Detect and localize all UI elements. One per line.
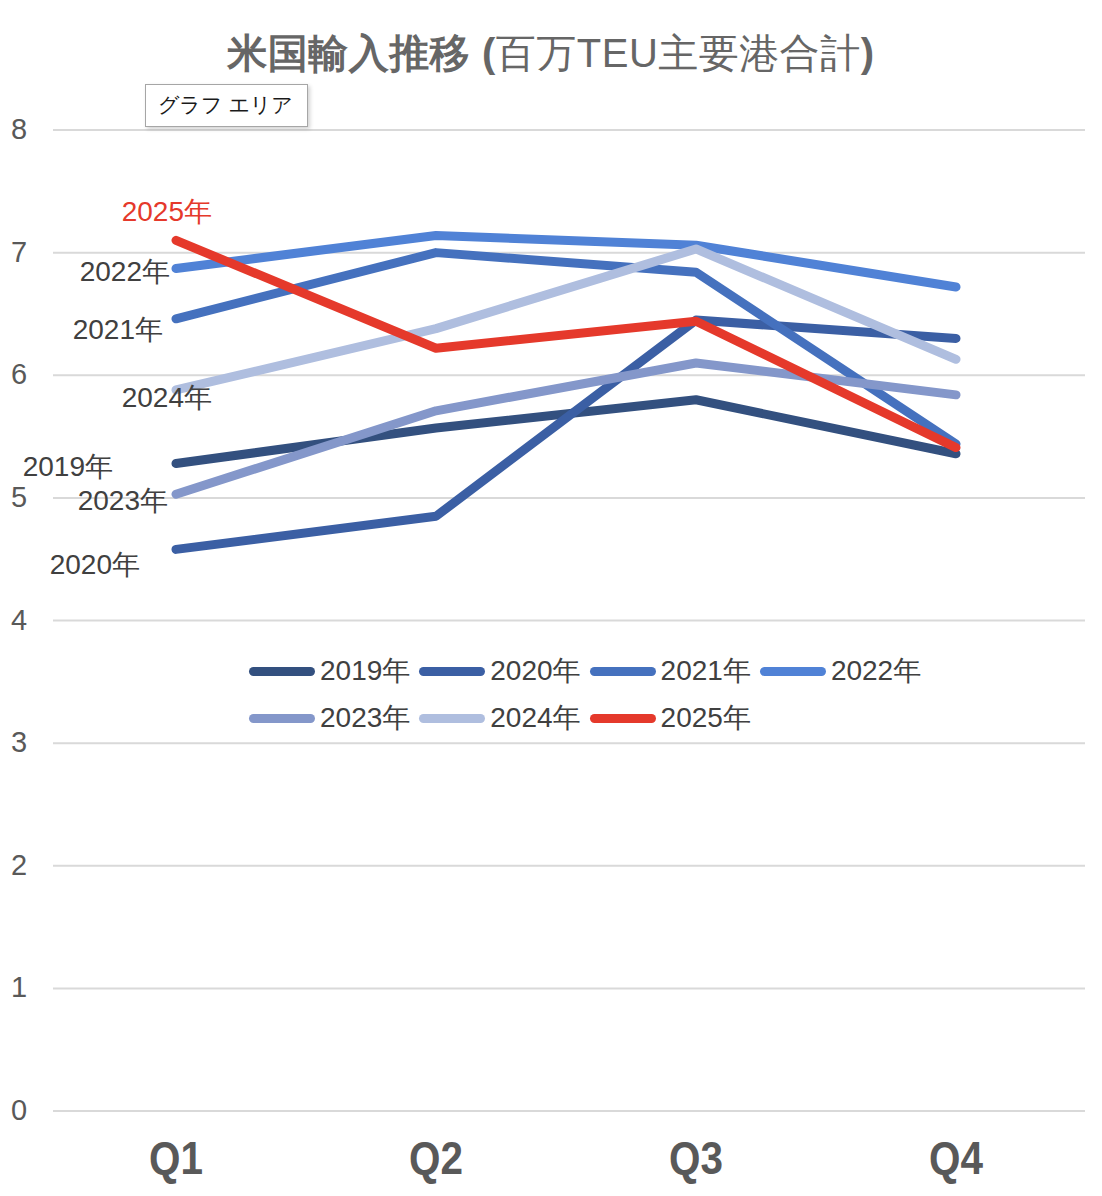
- series-label-2025[interactable]: 2025年: [122, 193, 212, 231]
- y-tick-label-3: 3: [4, 726, 34, 759]
- legend-item-2023[interactable]: 2023年: [249, 699, 410, 737]
- legend-item-2021[interactable]: 2021年: [590, 652, 751, 690]
- legend-label-2020: 2020年: [490, 652, 580, 690]
- x-tick-label-Q3: Q3: [669, 1130, 723, 1185]
- series-label-2021[interactable]: 2021年: [73, 311, 163, 349]
- series-label-2019[interactable]: 2019年: [23, 448, 113, 486]
- y-tick-label-2: 2: [4, 849, 34, 882]
- legend-label-2023: 2023年: [320, 699, 410, 737]
- legend-label-2025: 2025年: [661, 699, 751, 737]
- legend-item-2022[interactable]: 2022年: [760, 652, 921, 690]
- legend-label-2022: 2022年: [831, 652, 921, 690]
- x-tick-label-Q1: Q1: [149, 1130, 203, 1185]
- y-tick-label-1: 1: [4, 971, 34, 1004]
- legend-row-1: 2019年 2020年 2021年 2022年: [249, 652, 921, 690]
- legend-item-2025[interactable]: 2025年: [590, 699, 751, 737]
- y-tick-label-0: 0: [4, 1094, 34, 1127]
- chart-area[interactable]: 米国輸入推移 (百万TEU主要港合計) グラフ エリア 876543210 Q1…: [0, 0, 1102, 1196]
- y-tick-label-8: 8: [4, 113, 34, 146]
- legend-swatch-2019: [249, 667, 315, 676]
- legend-item-2020[interactable]: 2020年: [419, 652, 580, 690]
- legend-row-2: 2023年 2024年 2025年: [249, 699, 751, 737]
- series-label-2023[interactable]: 2023年: [78, 482, 168, 520]
- legend-label-2021: 2021年: [661, 652, 751, 690]
- legend-swatch-2022: [760, 667, 826, 676]
- y-tick-label-4: 4: [4, 604, 34, 637]
- legend-swatch-2024: [419, 714, 485, 723]
- legend-swatch-2025: [590, 714, 656, 723]
- chart-area-tooltip: グラフ エリア: [145, 84, 308, 127]
- legend-label-2019: 2019年: [320, 652, 410, 690]
- legend-item-2024[interactable]: 2024年: [419, 699, 580, 737]
- legend-swatch-2020: [419, 667, 485, 676]
- series-label-2024[interactable]: 2024年: [122, 379, 212, 417]
- series-label-2022[interactable]: 2022年: [80, 253, 170, 291]
- x-tick-label-Q2: Q2: [409, 1130, 463, 1185]
- series-line-2020[interactable]: [176, 320, 956, 549]
- x-tick-label-Q4: Q4: [929, 1130, 983, 1185]
- plot-area: [0, 0, 1102, 1196]
- legend-swatch-2023: [249, 714, 315, 723]
- y-tick-label-6: 6: [4, 358, 34, 391]
- series-label-2020[interactable]: 2020年: [50, 546, 140, 584]
- legend-swatch-2021: [590, 667, 656, 676]
- y-tick-label-7: 7: [4, 236, 34, 269]
- legend-label-2024: 2024年: [490, 699, 580, 737]
- legend-item-2019[interactable]: 2019年: [249, 652, 410, 690]
